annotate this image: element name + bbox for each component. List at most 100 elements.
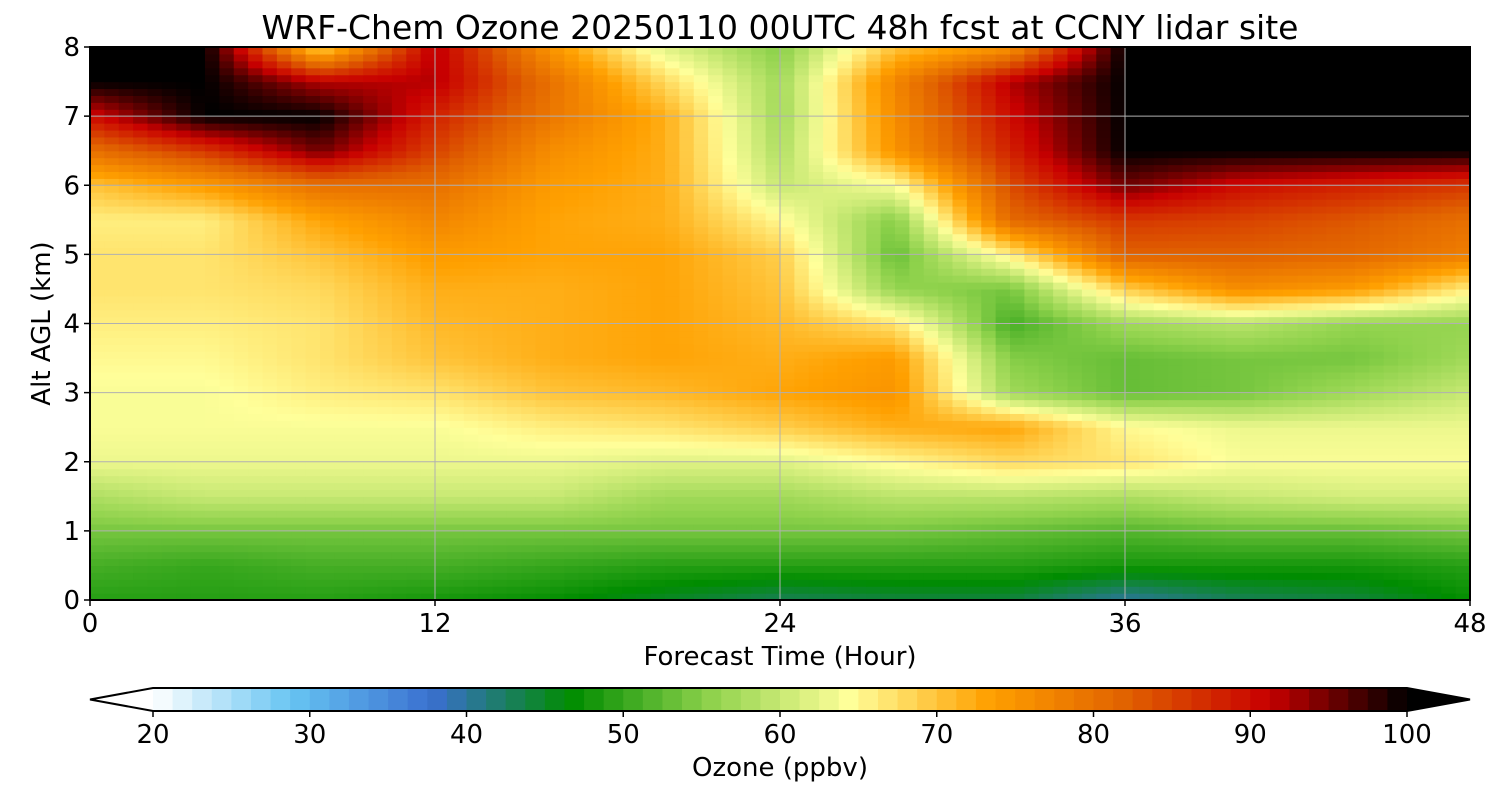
- heatmap-cell: [176, 295, 192, 304]
- heatmap-cell: [320, 510, 335, 518]
- heatmap-cell: [1081, 309, 1097, 318]
- heatmap-cell: [736, 496, 752, 504]
- heatmap-cell: [1254, 454, 1270, 463]
- heatmap-cell: [377, 399, 393, 408]
- heatmap-cell: [952, 337, 968, 345]
- heatmap-cell: [938, 434, 954, 442]
- heatmap-cell: [1426, 330, 1442, 338]
- heatmap-cell: [1182, 295, 1198, 304]
- heatmap-cell: [1268, 523, 1284, 532]
- heatmap-cell: [938, 413, 954, 421]
- heatmap-cell: [981, 441, 997, 449]
- heatmap-cell: [492, 475, 508, 484]
- heatmap-cell: [521, 579, 537, 587]
- heatmap-cell: [736, 295, 752, 304]
- heatmap-cell: [938, 275, 954, 283]
- heatmap-cell: [377, 247, 393, 255]
- heatmap-cell: [420, 510, 436, 518]
- heatmap-cell: [521, 392, 537, 401]
- heatmap-cell: [895, 261, 910, 269]
- heatmap-cell: [823, 434, 839, 442]
- heatmap-cell: [679, 337, 695, 345]
- heatmap-cell: [420, 268, 436, 276]
- heatmap-cell: [435, 530, 450, 539]
- heatmap-cell: [535, 351, 551, 359]
- heatmap-cell: [406, 523, 422, 532]
- heatmap-cell: [190, 254, 206, 262]
- heatmap-cell: [1196, 551, 1212, 560]
- heatmap-cell: [535, 551, 551, 560]
- heatmap-cell: [1096, 468, 1112, 477]
- heatmap-cell: [923, 558, 939, 567]
- heatmap-cell: [1326, 330, 1342, 338]
- heatmap-cell: [1125, 558, 1140, 567]
- heatmap-cell: [463, 330, 479, 338]
- heatmap-cell: [205, 517, 220, 525]
- heatmap-cell: [708, 475, 724, 484]
- heatmap-cell: [1254, 344, 1270, 352]
- heatmap-cell: [420, 406, 436, 414]
- heatmap-cell: [1383, 565, 1399, 573]
- heatmap-cell: [1426, 427, 1442, 435]
- heatmap-cell: [1311, 282, 1327, 290]
- heatmap-cell: [1268, 295, 1284, 304]
- heatmap-cell: [564, 385, 580, 394]
- heatmap-cell: [348, 275, 364, 283]
- heatmap-cell: [1340, 551, 1356, 560]
- heatmap-cell: [305, 323, 321, 332]
- heatmap-cell: [1340, 261, 1356, 269]
- heatmap-cell: [722, 420, 738, 428]
- heatmap-cell: [363, 475, 379, 484]
- heatmap-cell: [995, 454, 1011, 463]
- heatmap-cell: [866, 496, 882, 504]
- heatmap-cell: [478, 489, 494, 497]
- heatmap-cell: [248, 392, 264, 401]
- heatmap-cell: [621, 378, 637, 387]
- heatmap-cell: [406, 489, 422, 497]
- heatmap-cell: [679, 468, 695, 477]
- heatmap-cell: [909, 517, 925, 525]
- heatmap-cell: [1010, 482, 1025, 490]
- heatmap-cell: [1096, 275, 1112, 283]
- heatmap-cell: [233, 399, 249, 408]
- heatmap-cell: [1412, 254, 1428, 262]
- heatmap-cell: [665, 344, 680, 352]
- heatmap-cell: [1268, 351, 1284, 359]
- heatmap-cell: [521, 406, 537, 414]
- heatmap-cell: [952, 475, 968, 484]
- heatmap-cell: [593, 371, 609, 380]
- heatmap-cell: [1168, 482, 1184, 490]
- heatmap-cell: [176, 261, 192, 269]
- heatmap-cell: [851, 593, 867, 601]
- heatmap-cell: [909, 371, 925, 380]
- heatmap-cell: [1110, 544, 1126, 553]
- heatmap-cell: [909, 579, 925, 587]
- heatmap-cell: [923, 468, 939, 477]
- heatmap-cell: [435, 572, 450, 580]
- heatmap-cell: [794, 523, 810, 532]
- heatmap-cell: [1426, 558, 1442, 567]
- heatmap-cell: [478, 378, 494, 387]
- heatmap-cell: [708, 593, 724, 601]
- heatmap-cell: [219, 523, 235, 532]
- heatmap-cell: [765, 261, 781, 269]
- heatmap-cell: [492, 337, 508, 345]
- heatmap-cell: [233, 489, 249, 497]
- heatmap-cell: [880, 482, 896, 490]
- heatmap-cell: [478, 565, 494, 573]
- heatmap-cell: [406, 399, 422, 408]
- heatmap-cell: [1081, 447, 1097, 456]
- heatmap-cell: [1355, 385, 1370, 394]
- heatmap-cell: [693, 565, 709, 573]
- heatmap-cell: [708, 399, 724, 408]
- heatmap-cell: [1053, 261, 1069, 269]
- heatmap-cell: [895, 399, 910, 408]
- heatmap-cell: [521, 565, 537, 573]
- heatmap-cell: [665, 378, 680, 387]
- heatmap-cell: [1441, 551, 1457, 560]
- heatmap-cell: [1196, 385, 1212, 394]
- heatmap-cell: [1398, 558, 1414, 567]
- heatmap-cell: [794, 358, 810, 366]
- heatmap-cell: [147, 530, 163, 539]
- heatmap-cell: [1225, 392, 1241, 401]
